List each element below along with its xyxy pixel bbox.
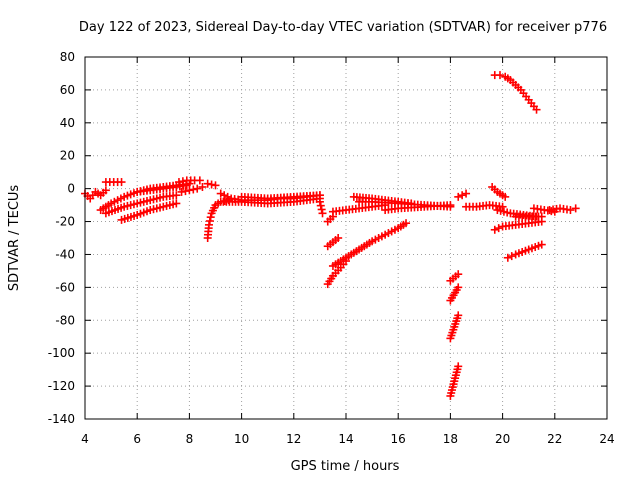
series-arc-09: [203, 196, 233, 242]
x-tick-label: 16: [391, 432, 406, 446]
x-tick-label: 6: [133, 432, 141, 446]
series-arc-32: [490, 217, 546, 234]
series-arc-26: [446, 270, 463, 285]
series-arc-13: [237, 191, 324, 203]
series-arc-22: [381, 201, 455, 215]
y-tick-label: -140: [48, 412, 75, 426]
series-arc-24: [446, 311, 463, 343]
y-tick-label: -120: [48, 379, 75, 393]
x-tick-label: 18: [443, 432, 458, 446]
y-tick-label: -60: [55, 280, 75, 294]
x-tick-label: 24: [599, 432, 614, 446]
x-axis-ticks: 4 6 8 10 12 14 16 18 20 22 24: [81, 57, 615, 446]
y-tick-label: -20: [55, 215, 75, 229]
series-arc-10: [203, 179, 220, 190]
y-tick-label: -40: [55, 247, 75, 261]
series-arc-17: [323, 257, 350, 289]
series-arc-08: [177, 182, 207, 196]
series-arc-30: [488, 182, 510, 201]
grid-lines: [85, 57, 607, 419]
series-arc-29: [490, 71, 541, 114]
x-axis-label: GPS time / hours: [291, 459, 400, 474]
series-arc-06: [133, 181, 191, 196]
x-tick-label: 12: [286, 432, 301, 446]
series-arc-05: [117, 199, 181, 224]
x-tick-label: 8: [186, 432, 194, 446]
series-arc-27: [454, 189, 471, 201]
y-tick-label: -100: [48, 346, 75, 360]
series-arc-16: [323, 234, 343, 251]
series-arc-04: [101, 191, 181, 218]
series-arc-25: [446, 283, 463, 305]
chart-title: Day 122 of 2023, Sidereal Day-to-day VTE…: [79, 20, 607, 35]
y-tick-label: 20: [60, 149, 75, 163]
x-tick-label: 4: [81, 432, 89, 446]
series-arc-07: [174, 176, 204, 187]
series-arc-34: [511, 212, 546, 221]
y-tick-label: 80: [60, 50, 75, 64]
series-arc-14: [315, 197, 327, 218]
series-arc-28: [462, 201, 507, 211]
y-tick-label: 40: [60, 116, 75, 130]
x-tick-label: 22: [547, 432, 562, 446]
series-arc-18: [328, 219, 411, 270]
series-arc-36: [529, 204, 559, 216]
series-arc-33: [503, 240, 546, 262]
y-tick-label: 60: [60, 83, 75, 97]
series-arc-02: [101, 178, 126, 187]
y-axis-label: SDTVAR / TECUs: [7, 185, 22, 292]
data-points: [81, 71, 580, 400]
series-arc-15: [323, 212, 337, 226]
x-tick-label: 10: [234, 432, 249, 446]
x-tick-label: 14: [338, 432, 353, 446]
y-tick-label: 0: [67, 182, 75, 196]
x-tick-label: 20: [495, 432, 510, 446]
y-axis-ticks: -140 -120 -100 -80 -60 -40 -20 0 20 40 60 80: [48, 50, 607, 426]
series-arc-23: [446, 362, 463, 400]
y-tick-label: -80: [55, 313, 75, 327]
